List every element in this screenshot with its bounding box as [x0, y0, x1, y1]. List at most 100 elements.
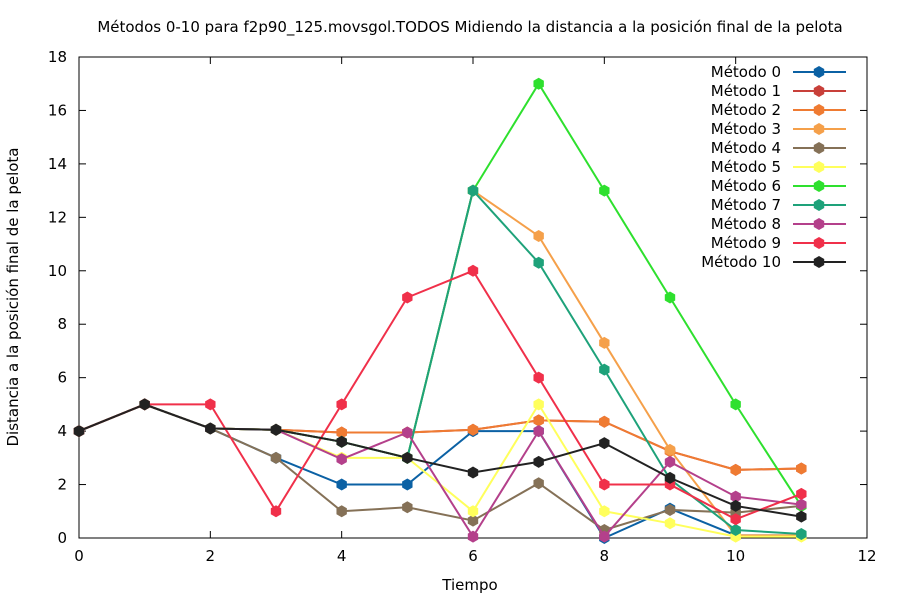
data-point — [664, 517, 676, 530]
legend-label: Método 2 — [711, 101, 781, 119]
data-point — [533, 455, 544, 468]
data-point — [467, 505, 479, 518]
data-point — [467, 264, 479, 277]
data-point — [730, 398, 741, 411]
legend-label: Método 8 — [711, 215, 781, 233]
data-point — [467, 514, 479, 527]
data-point — [336, 426, 347, 439]
x-tick-label: 8 — [600, 547, 610, 565]
legend-item: Método 9 — [711, 234, 846, 252]
data-point — [467, 184, 479, 197]
axis-ticks: 0 2 4 6 8 10 12 0 2 4 6 8 10 12 14 16 18 — [48, 48, 877, 565]
data-point — [205, 398, 216, 411]
series-6 — [73, 77, 807, 512]
data-point — [599, 184, 610, 197]
legend-item: Método 5 — [711, 158, 846, 176]
legend-item: Método 7 — [711, 196, 846, 214]
series-line — [78, 403, 802, 540]
x-axis-label: Tiempo — [441, 576, 497, 594]
y-tick-label: 6 — [57, 369, 67, 387]
legend-item: Método 2 — [711, 101, 846, 119]
y-tick-label: 14 — [48, 155, 67, 173]
legend-swatch-marker — [813, 237, 825, 249]
series-5 — [73, 398, 807, 543]
data-point — [599, 478, 610, 491]
data-point — [336, 398, 347, 411]
data-point — [664, 443, 676, 456]
data-point — [796, 498, 807, 511]
data-point — [730, 499, 741, 512]
data-point — [533, 371, 544, 384]
data-point — [402, 478, 413, 491]
data-point — [730, 513, 741, 526]
series-line — [78, 81, 803, 507]
y-tick-label: 0 — [57, 529, 67, 547]
data-point — [533, 477, 544, 490]
legend-label: Método 0 — [711, 63, 781, 81]
data-point — [533, 425, 544, 438]
chart-title: Métodos 0-10 para f2p90_125.movsgol.TODO… — [97, 18, 842, 37]
data-point — [336, 453, 347, 466]
legend-label: Método 9 — [711, 234, 781, 252]
x-tick-label: 4 — [337, 547, 347, 565]
data-point — [270, 505, 282, 518]
data-point — [664, 471, 676, 484]
data-point — [336, 435, 347, 448]
data-point — [533, 256, 544, 269]
data-point — [796, 527, 807, 540]
legend-label: Método 10 — [701, 253, 781, 271]
legend-label: Método 6 — [711, 177, 781, 195]
series-line — [78, 403, 802, 539]
series-3 — [73, 184, 807, 542]
data-point — [664, 455, 676, 468]
x-tick-label: 2 — [206, 547, 216, 565]
data-point — [467, 530, 479, 543]
legend-swatch-marker — [813, 123, 825, 135]
series-line — [78, 188, 802, 535]
legend-label: Método 3 — [711, 120, 781, 138]
series-7 — [73, 184, 807, 540]
data-point — [730, 523, 741, 536]
legend-swatch-marker — [813, 161, 825, 173]
y-tick-label: 10 — [48, 262, 67, 280]
data-point — [599, 415, 610, 428]
data-point — [336, 505, 347, 518]
legend-swatch-marker — [813, 85, 825, 97]
data-point — [599, 363, 610, 376]
data-point — [730, 490, 741, 503]
y-tick-label: 2 — [57, 476, 67, 494]
data-point — [599, 530, 610, 543]
y-tick-label: 4 — [57, 422, 67, 440]
x-tick-label: 6 — [468, 547, 478, 565]
data-point — [599, 437, 610, 450]
x-tick-label: 12 — [857, 547, 876, 565]
legend-label: Método 1 — [711, 82, 781, 100]
data-point — [599, 505, 610, 518]
series-8 — [73, 398, 807, 543]
x-tick-label: 0 — [74, 547, 84, 565]
x-tick-label: 10 — [726, 547, 745, 565]
data-point — [796, 510, 807, 523]
series-line — [78, 403, 802, 518]
legend-swatch-marker — [813, 66, 825, 78]
legend-swatch-marker — [813, 199, 825, 211]
data-point — [402, 426, 413, 439]
y-tick-label: 12 — [48, 208, 67, 226]
legend-swatch-marker — [813, 256, 825, 268]
data-point — [336, 478, 347, 491]
data-point — [467, 423, 479, 436]
data-point — [533, 398, 544, 411]
data-point — [402, 291, 413, 304]
data-point — [533, 77, 544, 90]
y-tick-label: 8 — [57, 315, 67, 333]
data-point — [270, 423, 282, 436]
legend-swatch-marker — [813, 142, 825, 154]
series-line — [78, 403, 802, 532]
y-axis-label: Distancia a la posición final de la pelo… — [4, 147, 22, 446]
data-point — [730, 463, 741, 476]
data-point — [796, 487, 807, 500]
data-point — [664, 503, 676, 516]
